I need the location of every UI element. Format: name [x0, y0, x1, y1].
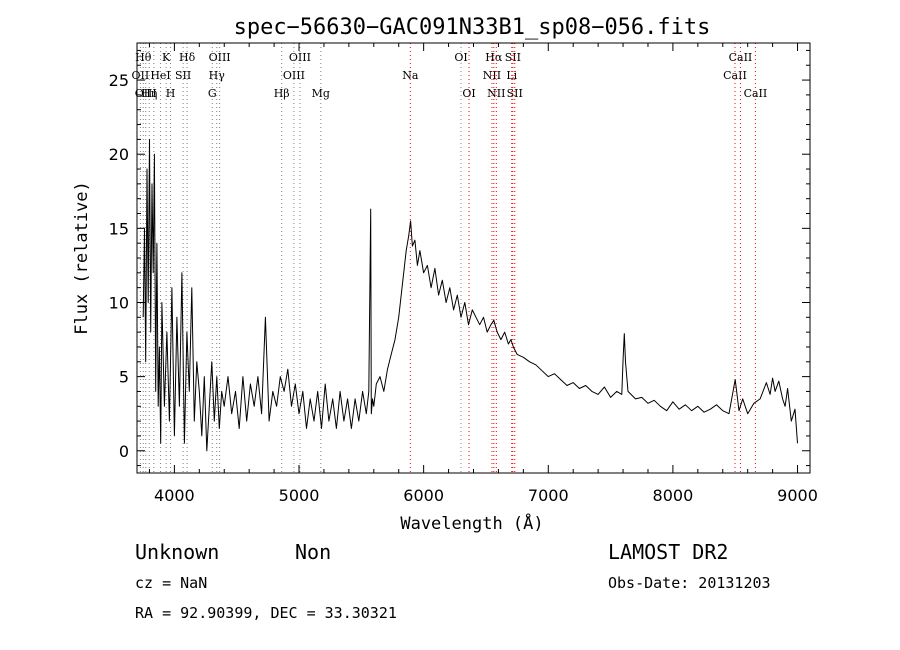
- line-marker-label: NII: [487, 87, 505, 100]
- line-marker-label: Na: [402, 69, 419, 82]
- y-tick-label: 15: [109, 219, 129, 238]
- x-tick-label: 5000: [279, 486, 320, 505]
- line-marker-label: HeI: [150, 69, 170, 82]
- spectrum-chart: spec−56630−GAC091N33B1_sp08−056.fits OII…: [72, 15, 818, 534]
- y-tick-label: 5: [119, 368, 129, 387]
- y-tick-label: 20: [109, 145, 129, 164]
- y-axis: 0 5 10 15 20 25: [109, 49, 810, 467]
- line-marker-label: Hθ: [135, 51, 152, 64]
- line-marker-label: SII: [507, 87, 523, 100]
- line-marker-label: CaII: [723, 69, 747, 82]
- x-tick-label: 9000: [777, 486, 818, 505]
- line-marker-label: Hη: [141, 87, 157, 100]
- line-marker-label: OI: [462, 87, 475, 100]
- obs-date-label: Obs-Date: 20131203: [608, 574, 771, 592]
- line-marker-label: SII: [505, 51, 521, 64]
- y-tick-label: 10: [109, 293, 129, 312]
- line-marker-label: NII: [483, 69, 501, 82]
- line-marker-label: Hβ: [274, 87, 290, 100]
- line-marker-label: H: [166, 87, 176, 100]
- x-axis-label: Wavelength (Å): [400, 512, 543, 534]
- x-tick-label: 4000: [154, 486, 195, 505]
- x-axis: 4000 5000 6000 7000 8000 9000: [148, 43, 818, 505]
- line-marker-label: OIII: [289, 51, 311, 64]
- line-marker-label: Hα: [485, 51, 503, 64]
- plot-frame: [136, 42, 811, 474]
- line-marker-label: K: [162, 51, 171, 64]
- y-tick-label: 25: [109, 71, 129, 90]
- line-marker-label: OI: [454, 51, 467, 64]
- redshift-label: cz = NaN: [135, 574, 208, 592]
- coordinates-label: RA = 92.90399, DEC = 33.30321: [135, 604, 397, 622]
- chart-title: spec−56630−GAC091N33B1_sp08−056.fits: [234, 15, 711, 40]
- x-tick-label: 8000: [653, 486, 694, 505]
- line-marker-label: OIII: [209, 51, 231, 64]
- y-tick-label: 0: [119, 442, 129, 461]
- line-marker-label: SII: [175, 69, 191, 82]
- x-tick-label: 7000: [528, 486, 569, 505]
- line-marker-label: OIII: [135, 87, 157, 100]
- spectrum-line-0: [142, 138, 798, 452]
- line-marker-label: Hδ: [179, 51, 196, 64]
- line-marker-label: CaII: [744, 87, 768, 100]
- line-marker-label: Li: [506, 69, 517, 82]
- survey-label: LAMOST DR2: [608, 540, 729, 564]
- line-marker-label: OII: [132, 69, 150, 82]
- class-label: Unknown: [135, 540, 220, 564]
- line-marker-label: G: [208, 87, 217, 100]
- x-tick-label: 6000: [403, 486, 444, 505]
- line-marker-label: OIII: [283, 69, 305, 82]
- spectrum-series: [142, 138, 798, 452]
- line-marker-label: Mg: [312, 87, 330, 100]
- line-marker-label: Hγ: [209, 69, 226, 82]
- line-marker-label: CaII: [729, 51, 753, 64]
- spectral-line-markers: OIIHθOIIIHηHeIKHSIIHδGHγOIIIHβOIIIOIIIMg…: [132, 43, 768, 473]
- subclass-label: Non: [295, 540, 332, 564]
- y-axis-label: Flux (relative): [72, 181, 92, 335]
